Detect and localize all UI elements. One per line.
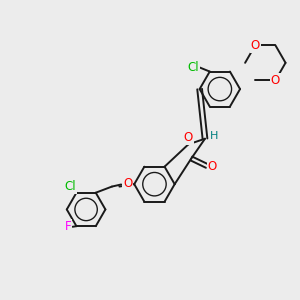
Text: O: O <box>123 177 132 190</box>
Text: O: O <box>184 131 193 144</box>
Text: Cl: Cl <box>188 61 199 74</box>
Text: Cl: Cl <box>65 180 76 193</box>
Text: O: O <box>271 74 280 87</box>
Text: O: O <box>208 160 217 173</box>
Text: F: F <box>65 220 71 233</box>
Text: O: O <box>250 39 260 52</box>
Text: H: H <box>210 131 219 141</box>
